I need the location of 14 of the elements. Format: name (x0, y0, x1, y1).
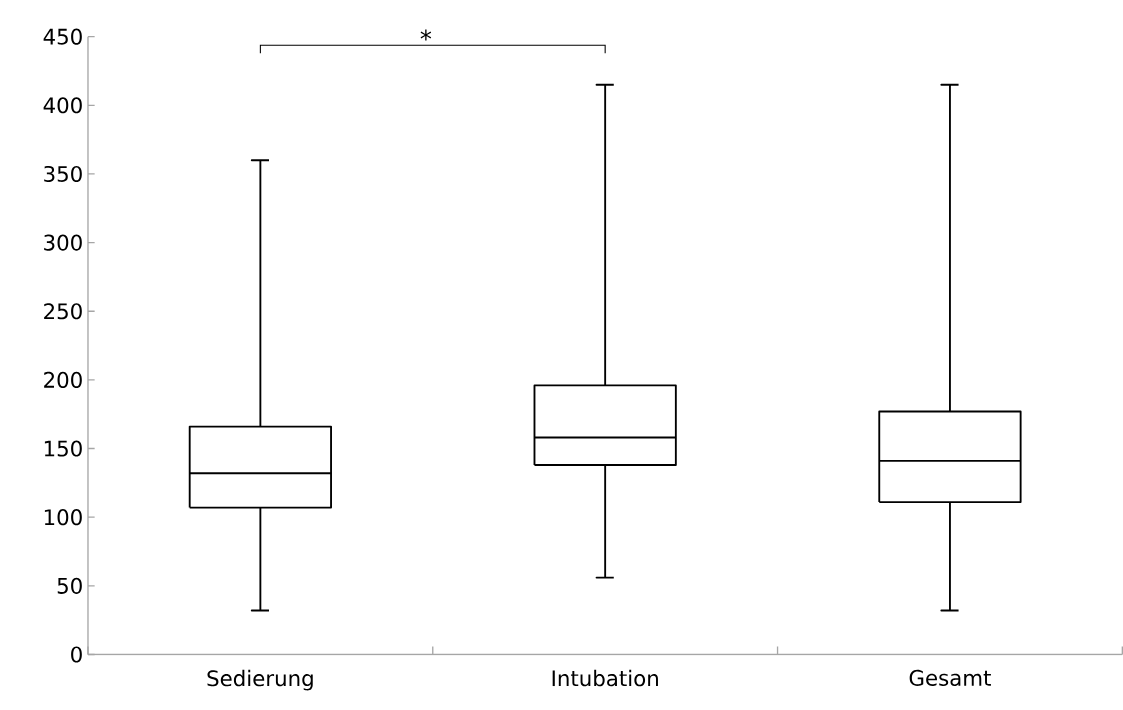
y-tick-label: 400 (43, 97, 82, 114)
y-tick-label: 150 (44, 440, 82, 457)
y-tick-label: 350 (44, 165, 82, 182)
y-tick-label: 50 (57, 577, 82, 594)
x-tick-label: Sedierung (207, 669, 313, 691)
y-tick-label: 200 (44, 371, 82, 388)
y-tick-label: 0 (71, 646, 82, 663)
y-tick-label: 450 (43, 28, 82, 45)
annotation: * (420, 29, 432, 41)
x-tick-label: Gesamt (909, 669, 991, 686)
y-tick-label: 100 (44, 508, 82, 526)
y-tick-label: 250 (44, 302, 82, 320)
y-tick-label: 300 (44, 234, 82, 251)
x-tick-label: Intubation (552, 669, 658, 687)
